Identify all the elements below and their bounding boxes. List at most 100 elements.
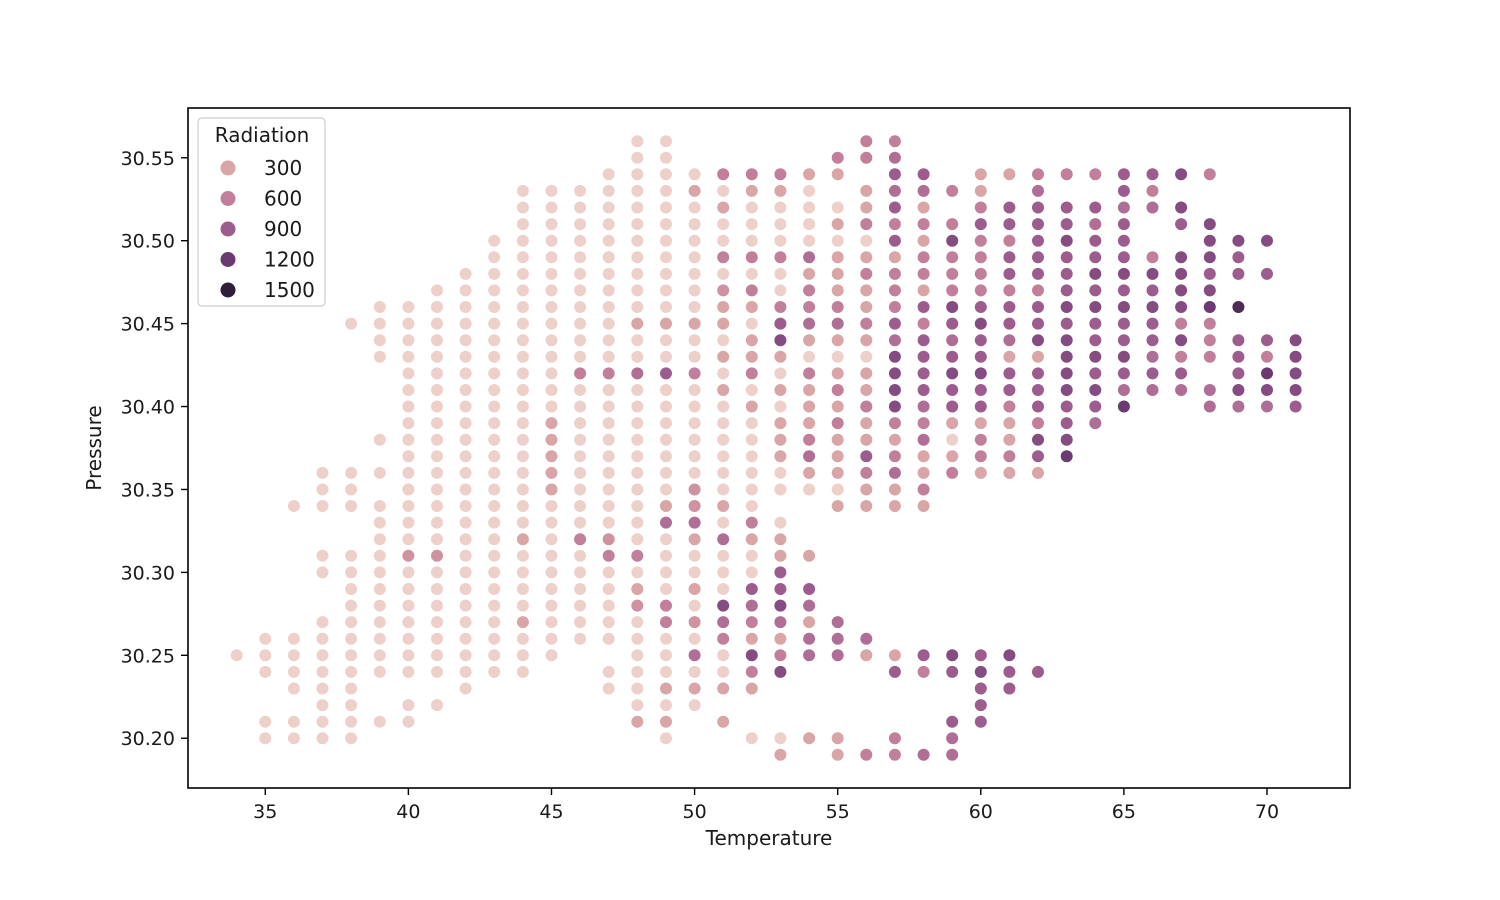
data-point <box>1003 218 1016 231</box>
data-point <box>860 201 873 214</box>
data-point <box>946 384 959 396</box>
data-point <box>631 599 644 612</box>
data-point <box>888 665 901 678</box>
data-point <box>1032 384 1044 396</box>
data-point <box>1089 384 1102 396</box>
data-point <box>774 450 787 463</box>
data-point <box>545 267 558 280</box>
data-point <box>345 715 358 728</box>
data-points <box>230 135 1302 761</box>
data-point <box>402 417 415 430</box>
y-tick-label: 30.40 <box>121 397 175 419</box>
data-point <box>602 616 615 629</box>
data-point <box>631 533 644 546</box>
data-point <box>1175 201 1188 214</box>
data-point <box>602 384 615 396</box>
data-point <box>1032 201 1044 214</box>
data-point <box>1146 284 1159 297</box>
data-point <box>1146 334 1159 347</box>
y-tick-label: 30.20 <box>121 728 175 750</box>
data-point <box>488 583 501 595</box>
data-point <box>946 284 959 297</box>
data-point <box>1117 234 1130 247</box>
data-point <box>574 599 587 612</box>
data-point <box>888 251 901 264</box>
data-point <box>545 566 558 579</box>
data-point <box>888 168 901 181</box>
data-point <box>745 566 758 579</box>
data-point <box>1175 334 1188 347</box>
data-point <box>431 400 443 413</box>
data-point <box>974 267 987 280</box>
data-point <box>1032 350 1044 363</box>
data-point <box>431 350 443 363</box>
data-point <box>1060 433 1073 446</box>
data-point <box>688 516 701 529</box>
data-point <box>974 450 987 463</box>
data-point <box>631 334 644 347</box>
data-point <box>688 616 701 629</box>
y-tick-label: 30.55 <box>121 148 175 170</box>
data-point <box>1032 251 1044 264</box>
data-point <box>888 748 901 761</box>
data-point <box>431 483 443 496</box>
data-point <box>1060 284 1073 297</box>
data-point <box>459 665 472 678</box>
data-point <box>745 367 758 380</box>
data-point <box>946 367 959 380</box>
x-axis-label: Temperature <box>705 826 833 850</box>
data-point <box>860 284 873 297</box>
data-point <box>1146 184 1159 197</box>
data-point <box>660 616 672 629</box>
data-point <box>717 649 730 662</box>
data-point <box>488 599 501 612</box>
data-point <box>516 350 529 363</box>
data-point <box>1060 301 1073 313</box>
data-point <box>888 151 901 164</box>
data-point <box>516 218 529 231</box>
data-point <box>888 649 901 662</box>
data-point <box>860 251 873 264</box>
data-point <box>803 549 816 562</box>
data-point <box>774 533 787 546</box>
data-point <box>516 334 529 347</box>
data-point <box>774 616 787 629</box>
data-point <box>402 715 415 728</box>
data-point <box>660 350 672 363</box>
data-point <box>345 599 358 612</box>
x-tick-label: 45 <box>539 801 563 823</box>
x-tick-label: 60 <box>969 801 993 823</box>
data-point <box>602 234 615 247</box>
data-point <box>345 632 358 645</box>
data-point <box>660 715 672 728</box>
data-point <box>459 400 472 413</box>
data-point <box>688 384 701 396</box>
data-point <box>488 450 501 463</box>
data-point <box>688 334 701 347</box>
data-point <box>831 251 844 264</box>
data-point <box>717 184 730 197</box>
data-point <box>488 267 501 280</box>
data-point <box>1117 218 1130 231</box>
data-point <box>1060 367 1073 380</box>
data-point <box>1032 218 1044 231</box>
data-point <box>688 317 701 330</box>
data-point <box>974 466 987 479</box>
data-point <box>717 168 730 181</box>
data-point <box>1089 417 1102 430</box>
data-point <box>1203 267 1216 280</box>
data-point <box>488 566 501 579</box>
data-point <box>745 583 758 595</box>
data-point <box>774 168 787 181</box>
data-point <box>631 483 644 496</box>
data-point <box>717 682 730 695</box>
data-point <box>602 301 615 313</box>
data-point <box>974 184 987 197</box>
data-point <box>402 450 415 463</box>
data-point <box>1203 350 1216 363</box>
data-point <box>717 334 730 347</box>
data-point <box>917 400 930 413</box>
y-tick-label: 30.30 <box>121 562 175 584</box>
data-point <box>717 549 730 562</box>
data-point <box>1060 317 1073 330</box>
